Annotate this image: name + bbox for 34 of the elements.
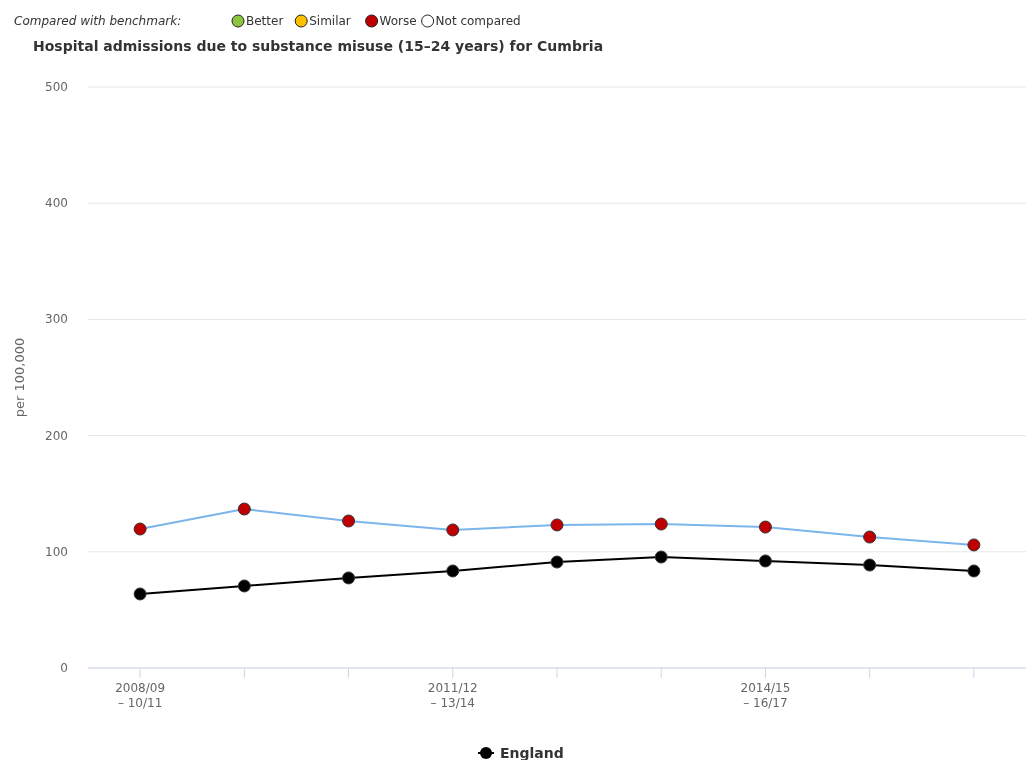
point: [446, 564, 460, 578]
x-tick-label: 2011/12 – 13/14: [427, 681, 478, 710]
point: [967, 564, 981, 578]
point: [758, 554, 772, 568]
y-axis-title: per 100,000: [12, 337, 27, 418]
point: [446, 523, 460, 537]
point: [550, 518, 564, 532]
y-tick-label: 100: [45, 544, 68, 559]
point: [550, 555, 564, 569]
y-tick-label: 0: [60, 661, 68, 675]
y-tick-label: 500: [45, 80, 68, 94]
y-tick-label: 300: [45, 312, 68, 327]
text: Compared with benchmark:: [14, 14, 182, 28]
text: Not compared: [435, 14, 521, 28]
point: [237, 502, 251, 516]
point: [863, 558, 877, 572]
point: [758, 520, 772, 534]
point: [967, 538, 981, 552]
point: [237, 579, 251, 593]
text: Better: [246, 14, 284, 28]
point: [863, 530, 877, 544]
point: [133, 522, 147, 536]
chart-title: Hospital admissions due to substance misuse (15–24 years) for Cumbria: [33, 38, 604, 54]
point: [133, 587, 147, 601]
y-tick-label: 400: [45, 196, 68, 211]
text: Similar: [309, 14, 351, 28]
x-tick-label: 2008/09 – 10/11: [115, 681, 166, 710]
x-tick-label: 2014/15 – 16/17: [740, 681, 791, 710]
point: [654, 517, 668, 531]
point: [342, 571, 356, 585]
text: Worse: [379, 14, 417, 28]
y-tick-label: 200: [45, 428, 68, 443]
point: [342, 514, 356, 528]
point: [654, 550, 668, 564]
